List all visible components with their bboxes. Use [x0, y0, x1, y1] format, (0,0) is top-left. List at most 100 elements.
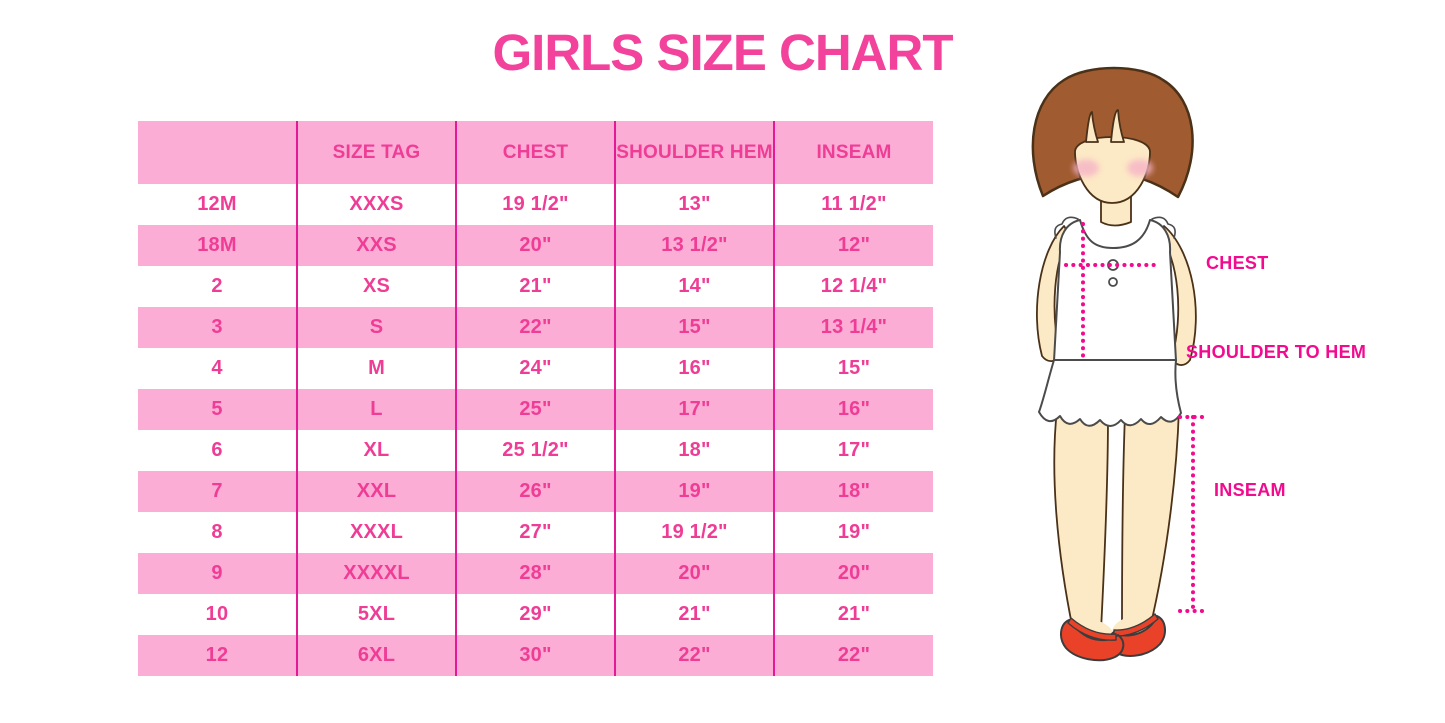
- table-cell: 28": [455, 553, 615, 594]
- table-cell: 19": [773, 512, 933, 553]
- table-row: 8 XXXL 27" 19 1/2" 19": [138, 512, 933, 553]
- table-cell: 19 1/2": [614, 512, 774, 553]
- table-row: 2 XS 21" 14" 12 1/4": [138, 266, 933, 307]
- table-cell: L: [296, 389, 456, 430]
- girl-right-arm: [1159, 225, 1197, 366]
- table-cell: 2: [211, 275, 223, 297]
- table-cell: 20": [614, 553, 774, 594]
- table-cell: 5XL: [296, 594, 456, 635]
- table-cell: 29": [455, 594, 615, 635]
- table-cell: 12 1/4": [773, 266, 933, 307]
- table-cell: 21": [455, 266, 615, 307]
- table-cell: 22": [773, 635, 933, 676]
- table-cell: 21": [614, 594, 774, 635]
- table-cell: M: [296, 348, 456, 389]
- table-row: 7 XXL 26" 19" 18": [138, 471, 933, 512]
- table-cell: 19": [614, 471, 774, 512]
- table-cell: 15": [773, 348, 933, 389]
- table-cell: 19 1/2": [455, 184, 615, 225]
- table-cell: 15": [614, 307, 774, 348]
- table-cell: 3: [211, 316, 223, 338]
- table-cell: 17": [773, 430, 933, 471]
- header-cell: SHOULDER HEM: [614, 121, 774, 184]
- table-cell: 16": [614, 348, 774, 389]
- table-row: 9 XXXXL 28" 20" 20": [138, 553, 933, 594]
- shoulder-to-hem-label: SHOULDER TO HEM: [1186, 342, 1367, 362]
- header-cell: [138, 121, 297, 184]
- table-cell: 18": [773, 471, 933, 512]
- table-cell: 11 1/2": [773, 184, 933, 225]
- table-row: 6 XL 25 1/2" 18" 17": [138, 430, 933, 471]
- table-cell: 13 1/4": [773, 307, 933, 348]
- page-title: GIRLS SIZE CHART: [492, 24, 953, 81]
- table-cell: XS: [296, 266, 456, 307]
- table-cell: 10: [205, 603, 229, 625]
- table-body: 12M XXXS 19 1/2" 13" 11 1/2" 18M XXS 20" 13 1/2"…: [138, 184, 933, 676]
- table-row: 10 5XL 29" 21" 21": [138, 594, 933, 635]
- table-cell: 18M: [197, 234, 237, 256]
- table-cell: 8: [211, 521, 223, 543]
- table-cell: 24": [455, 348, 615, 389]
- girl-bang-notch-right: [1110, 109, 1125, 143]
- girl-left-shoe-strap: [1067, 617, 1117, 641]
- table-cell: 5: [211, 398, 223, 420]
- table-cell: XL: [296, 430, 456, 471]
- table-cell: S: [296, 307, 456, 348]
- table-header-row: SIZE TAG CHEST SHOULDER HEM INSEAM: [138, 121, 933, 184]
- table-cell: 12": [773, 225, 933, 266]
- table-cell: 6XL: [296, 635, 456, 676]
- girl-left-leg: [1053, 409, 1109, 631]
- table-row: 18M XXS 20" 13 1/2" 12": [138, 225, 933, 266]
- table-cell: 13 1/2": [614, 225, 774, 266]
- table-cell: 26": [455, 471, 615, 512]
- girl-face: [1074, 136, 1151, 204]
- table-cell: 9: [211, 562, 223, 584]
- table-cell: 17": [614, 389, 774, 430]
- girl-blush-left: [1073, 159, 1099, 177]
- table-cell: 27": [455, 512, 615, 553]
- table-row: 5 L 25" 17" 16": [138, 389, 933, 430]
- table-cell: 22": [614, 635, 774, 676]
- table-cell: 22": [455, 307, 615, 348]
- table-cell: XXL: [296, 471, 456, 512]
- table-cell: 4: [211, 357, 223, 379]
- table-cell: XXXXL: [296, 553, 456, 594]
- table-cell: 25 1/2": [455, 430, 615, 471]
- table-cell: XXS: [296, 225, 456, 266]
- table-cell: 18": [614, 430, 774, 471]
- table-cell: 25": [455, 389, 615, 430]
- girl-right-leg: [1121, 407, 1180, 629]
- header-cell: INSEAM: [773, 121, 933, 184]
- table-cell: 21": [773, 594, 933, 635]
- table-row: 3 S 22" 15" 13 1/4": [138, 307, 933, 348]
- table-cell: 20": [773, 553, 933, 594]
- table-head: SIZE TAG CHEST SHOULDER HEM INSEAM: [138, 121, 933, 184]
- girl-blush-right: [1127, 159, 1153, 177]
- table-cell: 30": [455, 635, 615, 676]
- table-cell: 20": [455, 225, 615, 266]
- table-cell: XXXS: [296, 184, 456, 225]
- girl-shoulder-ruffle-right: [1151, 216, 1176, 239]
- girl-top-button-2: [1108, 277, 1118, 287]
- table-cell: 13": [614, 184, 774, 225]
- table-cell: 12: [205, 644, 229, 666]
- size-chart-table: SIZE TAG CHEST SHOULDER HEM INSEAM 12M XXXS 1…: [138, 121, 933, 676]
- table-row: 12M XXXS 19 1/2" 13" 11 1/2": [138, 184, 933, 225]
- table-cell: 6: [211, 439, 223, 461]
- table-row: 4 M 24" 16" 15": [138, 348, 933, 389]
- girl-measurement-diagram: [1031, 66, 1208, 662]
- chest-label: CHEST: [1206, 253, 1269, 273]
- table-cell: 14": [614, 266, 774, 307]
- header-cell: SIZE TAG: [296, 121, 456, 184]
- girl-shoulder-ruffle-left: [1054, 216, 1079, 239]
- table-cell: 16": [773, 389, 933, 430]
- girl-top: [1053, 219, 1177, 362]
- table-row: 12 6XL 30" 22" 22": [138, 635, 933, 676]
- girl-bang-notch-left: [1085, 111, 1099, 143]
- inseam-label: INSEAM: [1214, 480, 1286, 500]
- table-cell: 7: [211, 480, 223, 502]
- table-cell: 12M: [197, 193, 237, 215]
- girl-skirt: [1038, 359, 1182, 427]
- header-cell: CHEST: [455, 121, 615, 184]
